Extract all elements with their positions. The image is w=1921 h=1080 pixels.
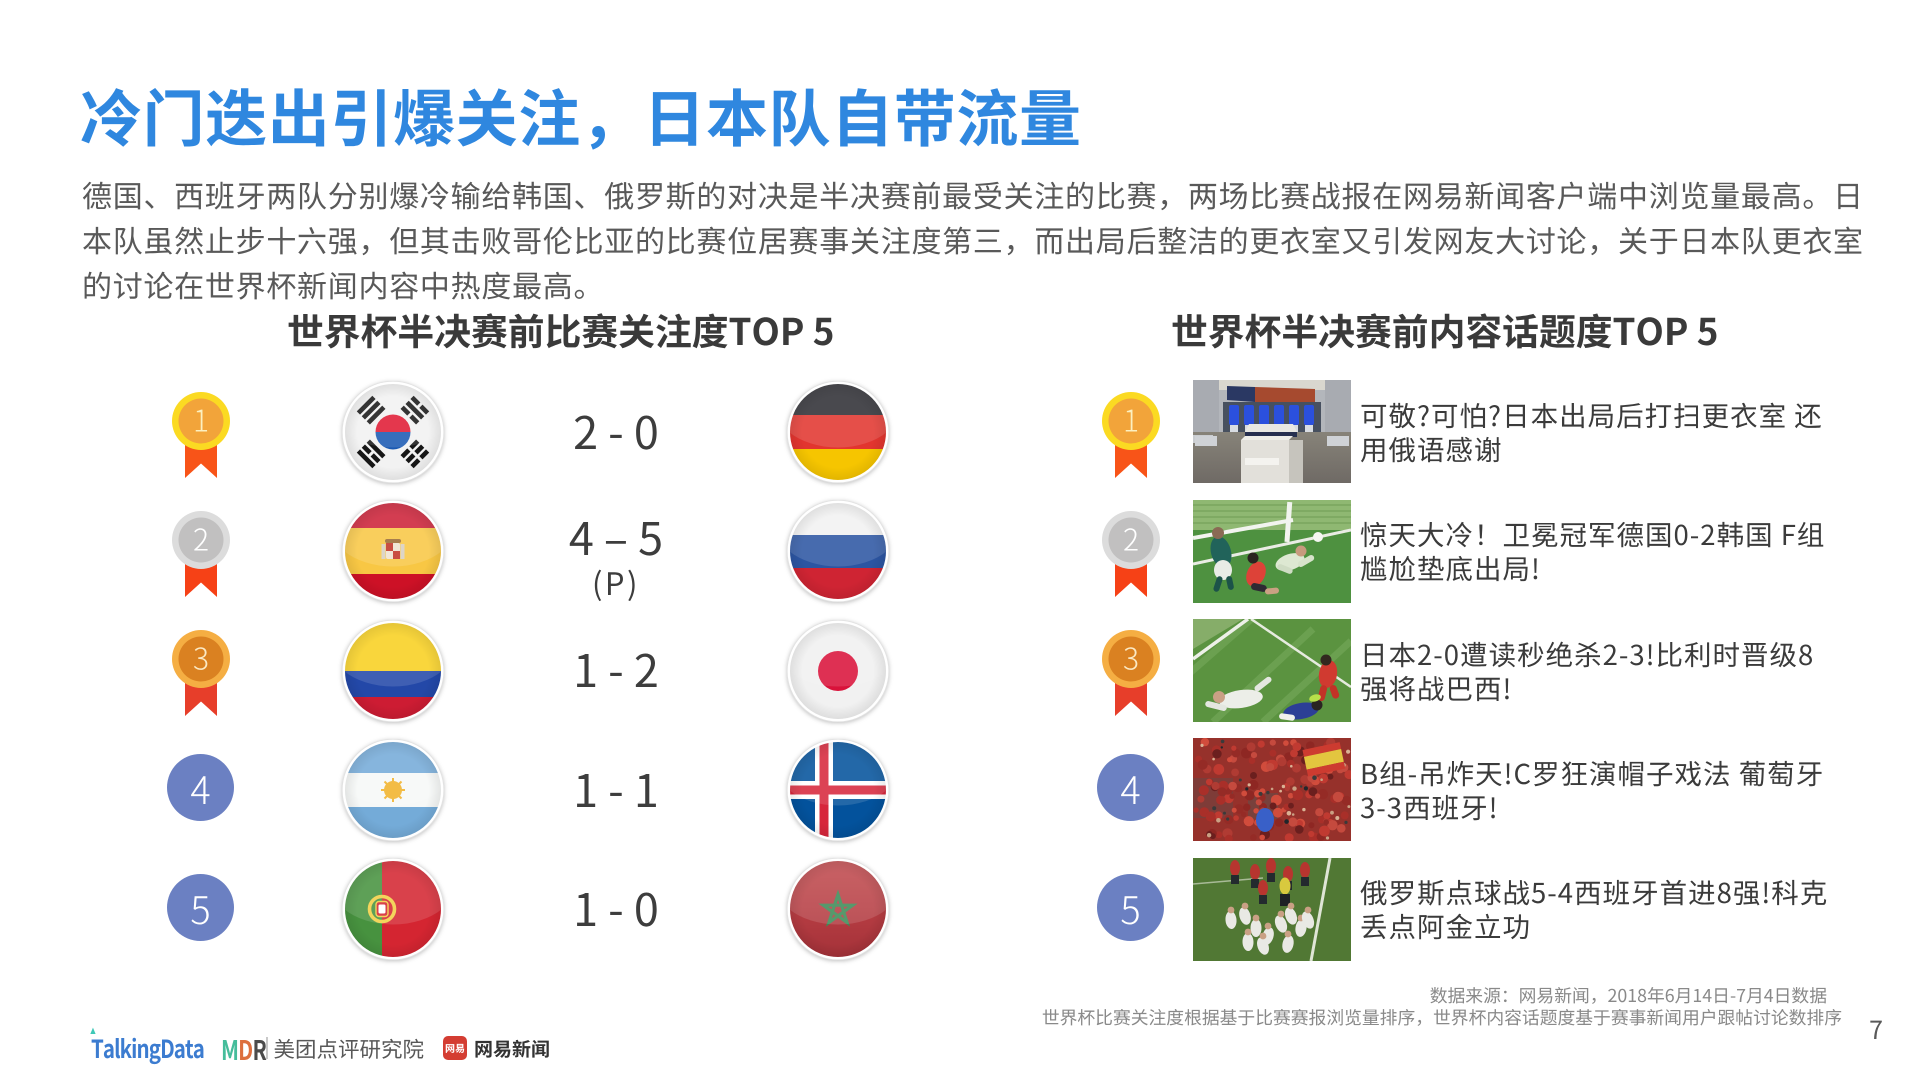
- svg-text:3: 3: [1123, 635, 1139, 679]
- svg-text:1: 1: [193, 397, 209, 441]
- svg-text:1: 1: [1123, 397, 1139, 441]
- svg-text:3: 3: [193, 635, 209, 679]
- svg-text:2: 2: [1123, 516, 1139, 560]
- svg-text:2: 2: [193, 516, 209, 560]
